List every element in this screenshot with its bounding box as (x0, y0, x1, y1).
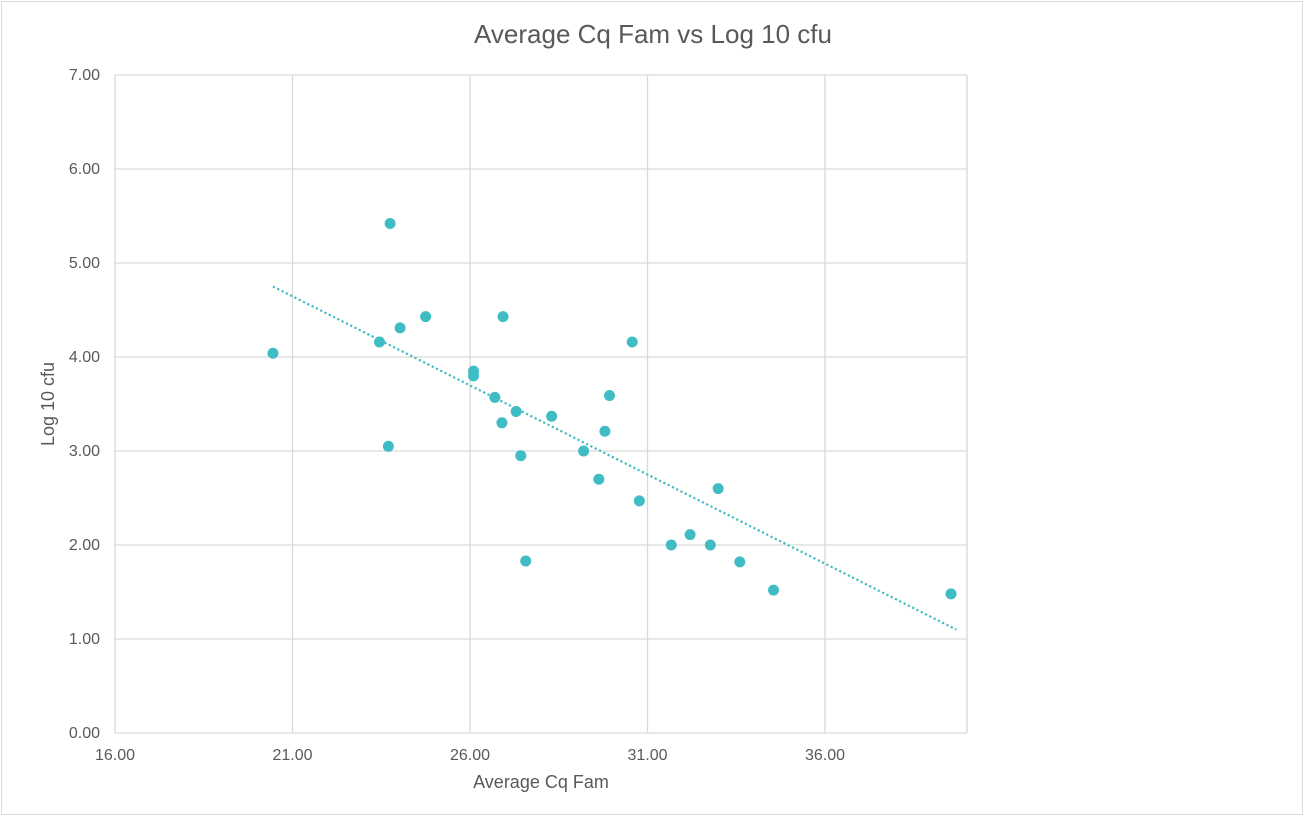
grid-lines (114, 74, 968, 734)
data-point (496, 417, 508, 429)
data-point (633, 495, 645, 507)
data-point (520, 555, 532, 567)
y-tick-label: 7.00 (69, 67, 100, 84)
y-tick-label: 4.00 (69, 349, 100, 366)
data-point (578, 445, 590, 457)
data-point (510, 406, 522, 418)
y-axis-title: Log 10 cfu (38, 362, 58, 446)
data-point (684, 529, 696, 541)
y-tick-label: 5.00 (69, 255, 100, 272)
y-tick-label: 0.00 (69, 725, 100, 742)
data-point (704, 539, 716, 551)
chart-title: Average Cq Fam vs Log 10 cfu (474, 19, 832, 49)
data-point (599, 425, 611, 437)
data-point (665, 539, 677, 551)
trendline-group (272, 285, 957, 631)
data-point (497, 311, 509, 323)
data-point (768, 584, 780, 596)
x-axis-title: Average Cq Fam (473, 772, 609, 792)
y-tick-label: 1.00 (69, 631, 100, 648)
y-tick-label: 2.00 (69, 537, 100, 554)
x-tick-label: 31.00 (627, 747, 667, 764)
x-tick-label: 26.00 (450, 747, 490, 764)
x-tick-label: 36.00 (805, 747, 845, 764)
data-point (712, 483, 724, 495)
data-point (382, 440, 394, 452)
data-point (546, 410, 558, 422)
data-point (267, 347, 279, 359)
tick-labels: 0.00 1.00 2.00 3.00 4.00 5.00 6.00 7.00 16.00 21.… (69, 67, 845, 764)
data-point (945, 588, 957, 600)
x-tick-label: 21.00 (272, 747, 312, 764)
data-point (420, 311, 432, 323)
data-point (515, 450, 527, 462)
data-point (394, 322, 406, 334)
data-point (734, 556, 746, 568)
y-tick-label: 3.00 (69, 443, 100, 460)
data-point (604, 390, 616, 402)
data-point (468, 370, 480, 382)
x-tick-label: 16.00 (95, 747, 135, 764)
data-point (384, 218, 396, 230)
data-point (373, 336, 385, 348)
data-points (267, 218, 957, 600)
data-point (626, 336, 638, 348)
trendline (272, 285, 957, 631)
data-point (593, 473, 605, 485)
y-tick-label: 6.00 (69, 161, 100, 178)
data-point (489, 391, 501, 403)
